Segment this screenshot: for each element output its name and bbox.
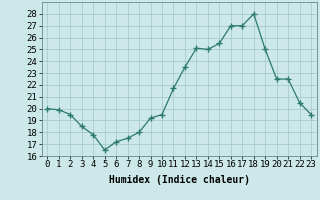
X-axis label: Humidex (Indice chaleur): Humidex (Indice chaleur) [109,175,250,185]
